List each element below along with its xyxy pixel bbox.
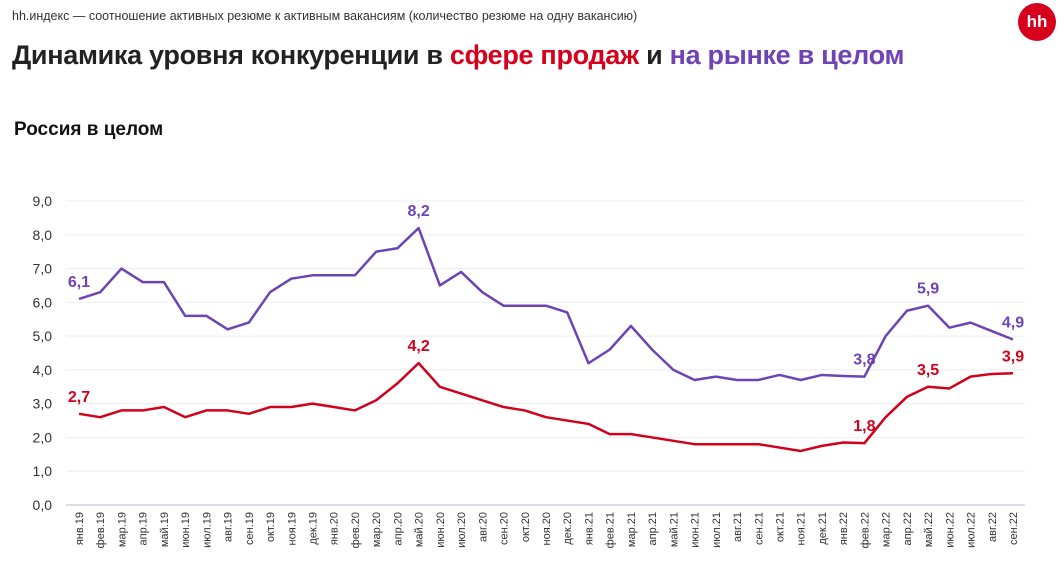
data-label: 1,8	[853, 418, 875, 435]
data-label: 4,2	[408, 338, 430, 355]
y-tick-label: 6,0	[33, 294, 53, 310]
y-tick-label: 0,0	[33, 497, 53, 513]
x-tick-label: фев.22	[859, 512, 871, 548]
y-tick-label: 3,0	[33, 396, 53, 412]
data-label: 5,9	[917, 281, 939, 298]
x-tick-label: май.21	[668, 512, 680, 547]
title-sales: сфере продаж	[449, 40, 639, 70]
data-label: 8,2	[408, 203, 430, 220]
x-tick-label: дек.20	[562, 512, 574, 545]
x-tick-label: май.20	[414, 512, 426, 547]
hh-logo: hh	[1018, 3, 1056, 41]
x-tick-label: дек.21	[817, 512, 829, 545]
title-market: на рынке в целом	[669, 40, 905, 70]
y-tick-label: 8,0	[33, 227, 53, 243]
y-tick-label: 7,0	[33, 261, 53, 277]
x-tick-label: мар.19	[116, 512, 128, 547]
x-tick-label: янв.20	[329, 512, 341, 545]
data-label: 6,1	[68, 274, 90, 291]
title-part: и	[638, 40, 670, 70]
x-tick-label: апр.20	[392, 512, 404, 545]
x-tick-label: окт.19	[265, 512, 277, 542]
x-tick-label: окт.21	[775, 512, 787, 542]
x-tick-label: июл.19	[201, 512, 213, 548]
title-part: Динамика уровня конкуренции в	[12, 40, 450, 70]
x-tick-label: ноя.19	[286, 512, 298, 545]
chart-subtitle: hh.индекс — соотношение активных резюме …	[12, 9, 638, 23]
data-label: 4,9	[1002, 314, 1024, 331]
x-tick-label: ноя.20	[541, 512, 553, 545]
y-tick-label: 5,0	[33, 328, 53, 344]
x-tick-label: июн.19	[180, 512, 192, 548]
x-tick-label: дек.19	[308, 512, 320, 545]
x-tick-label: сен.22	[1008, 512, 1020, 545]
x-tick-label: янв.22	[838, 512, 850, 545]
x-tick-label: фев.20	[350, 512, 362, 548]
x-tick-label: апр.19	[138, 512, 150, 545]
x-tick-label: сен.20	[499, 512, 511, 545]
x-tick-label: мар.20	[371, 512, 383, 547]
data-label: 2,7	[68, 389, 90, 406]
x-tick-label: апр.22	[902, 512, 914, 545]
x-tick-label: авг.21	[732, 512, 744, 542]
x-tick-label: мар.21	[626, 512, 638, 547]
y-tick-label: 4,0	[33, 362, 53, 378]
data-label: 3,9	[1002, 348, 1024, 365]
x-tick-label: авг.22	[987, 512, 999, 542]
x-tick-label: июл.20	[456, 512, 468, 548]
x-tick-label: июн.20	[435, 512, 447, 548]
x-tick-label: июл.21	[711, 512, 723, 548]
x-tick-label: сен.21	[753, 512, 765, 545]
x-tick-label: авг.19	[223, 512, 235, 542]
x-tick-label: мар.22	[881, 512, 893, 547]
x-tick-label: окт.20	[520, 512, 532, 542]
x-tick-label: сен.19	[244, 512, 256, 545]
y-tick-label: 1,0	[33, 463, 53, 479]
x-tick-label: авг.20	[477, 512, 489, 542]
x-tick-label: янв.21	[583, 512, 595, 545]
x-tick-label: май.22	[923, 512, 935, 547]
data-label: 3,8	[853, 352, 875, 369]
x-tick-label: июн.21	[690, 512, 702, 548]
y-tick-label: 9,0	[33, 193, 53, 209]
x-tick-label: фев.19	[95, 512, 107, 548]
x-tick-label: июл.22	[966, 512, 978, 548]
chart-title: Россия в целом	[14, 119, 164, 140]
page-title: Динамика уровня конкуренции в сфере прод…	[12, 40, 904, 71]
y-tick-label: 2,0	[33, 429, 53, 445]
x-tick-label: май.19	[159, 512, 171, 547]
x-tick-label: июн.22	[944, 512, 956, 548]
x-tick-label: янв.19	[74, 512, 86, 545]
x-tick-label: апр.21	[647, 512, 659, 545]
x-tick-label: ноя.21	[796, 512, 808, 545]
x-tick-label: фев.21	[605, 512, 617, 548]
data-label: 3,5	[917, 362, 939, 379]
